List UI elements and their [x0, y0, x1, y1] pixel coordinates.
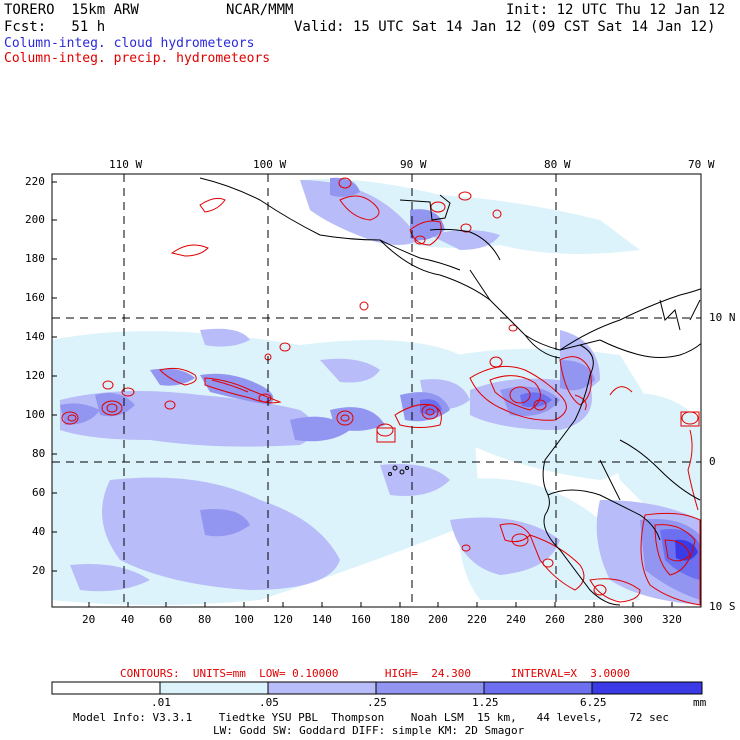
- x-tick-180: 180: [390, 613, 410, 626]
- x-tick-220: 220: [467, 613, 487, 626]
- colorbar-label-0: .01: [151, 696, 171, 709]
- y-tick-40: 40: [32, 525, 46, 538]
- x-tick-140: 140: [312, 613, 332, 626]
- x-tick-160: 160: [351, 613, 371, 626]
- x-tick-240: 240: [506, 613, 526, 626]
- y-tick-20: 20: [32, 564, 46, 577]
- x-tick-300: 300: [623, 613, 643, 626]
- shading-layer: [52, 177, 700, 605]
- y-tick-80: 80: [32, 447, 46, 460]
- y-tick-200: 200: [25, 213, 45, 226]
- valid-time: Valid: 15 UTC Sat 14 Jan 12 (09 CST Sat …: [294, 19, 716, 35]
- init-time: Init: 12 UTC Thu 12 Jan 12: [506, 2, 726, 18]
- x-tick-80: 80: [198, 613, 212, 626]
- model-info-line1: Model Info: V3.3.1 Tiedtke YSU PBL Thomp…: [73, 711, 670, 724]
- model-name: TORERO 15km ARW: [4, 2, 139, 18]
- galapagos-islands: [388, 465, 409, 476]
- colorbar-unit: mm: [693, 696, 707, 709]
- x-tick-200: 200: [428, 613, 448, 626]
- y-tick-160: 160: [25, 291, 45, 304]
- coastlines: [199, 177, 701, 606]
- y-tick-100: 100: [25, 408, 45, 421]
- frame-ticks: [52, 181, 673, 607]
- x-tick-280: 280: [584, 613, 604, 626]
- y-tick-60: 60: [32, 486, 46, 499]
- colorbar-label-1: .05: [259, 696, 279, 709]
- colorbar-label-2: .25: [367, 696, 387, 709]
- lat-label-10n: 10 N: [709, 311, 736, 324]
- lon-label-100w: 100 W: [253, 158, 287, 171]
- y-tick-120: 120: [25, 369, 45, 382]
- model-info-line2: LW: Godd SW: Goddard DIFF: simple KM: 2D…: [213, 724, 525, 737]
- lat-label-0: 0: [709, 455, 716, 468]
- lon-label-90w: 90 W: [400, 158, 427, 171]
- x-tick-260: 260: [545, 613, 565, 626]
- x-tick-40: 40: [121, 613, 135, 626]
- y-tick-140: 140: [25, 330, 45, 343]
- x-tick-60: 60: [159, 613, 173, 626]
- x-tick-20: 20: [82, 613, 96, 626]
- map-frame: [51, 173, 702, 608]
- contours-note: CONTOURS: UNITS=mm LOW= 0.10000 HIGH= 24…: [120, 667, 630, 680]
- lat-label-10s: 10 S: [709, 600, 736, 613]
- lon-label-80w: 80 W: [544, 158, 571, 171]
- colorbar-label-4: 6.25: [580, 696, 607, 709]
- lat-lon-grid: [52, 174, 701, 607]
- colorbar-label-3: 1.25: [472, 696, 499, 709]
- cloud-field-label: Column-integ. cloud hydrometeors: [4, 36, 255, 51]
- x-tick-100: 100: [234, 613, 254, 626]
- precip-contours: [61, 177, 701, 606]
- lon-label-70w: 70 W: [688, 158, 715, 171]
- center-name: NCAR/MMM: [226, 2, 294, 18]
- forecast-hour: Fcst: 51 h: [4, 19, 106, 35]
- y-tick-180: 180: [25, 252, 45, 265]
- x-tick-320: 320: [662, 613, 682, 626]
- precip-field-label: Column-integ. precip. hydrometeors: [4, 51, 271, 66]
- lon-label-110w: 110 W: [109, 158, 143, 171]
- y-tick-220: 220: [25, 175, 45, 188]
- x-tick-120: 120: [273, 613, 293, 626]
